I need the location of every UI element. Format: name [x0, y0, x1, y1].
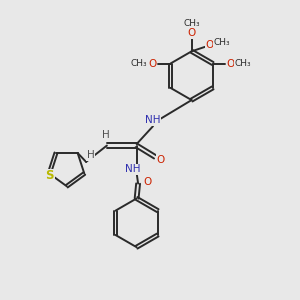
Text: O: O [226, 58, 235, 68]
Text: O: O [188, 28, 196, 38]
Text: H: H [87, 150, 94, 160]
Text: O: O [148, 58, 157, 68]
Text: CH₃: CH₃ [234, 59, 251, 68]
Text: O: O [205, 40, 214, 50]
Text: O: O [143, 177, 151, 187]
Text: NH: NH [145, 115, 161, 125]
Text: S: S [46, 169, 54, 182]
Text: O: O [157, 155, 165, 165]
Text: CH₃: CH₃ [183, 19, 200, 28]
Text: H: H [102, 130, 110, 140]
Text: CH₃: CH₃ [131, 59, 148, 68]
Text: NH: NH [125, 164, 141, 174]
Text: CH₃: CH₃ [214, 38, 230, 47]
